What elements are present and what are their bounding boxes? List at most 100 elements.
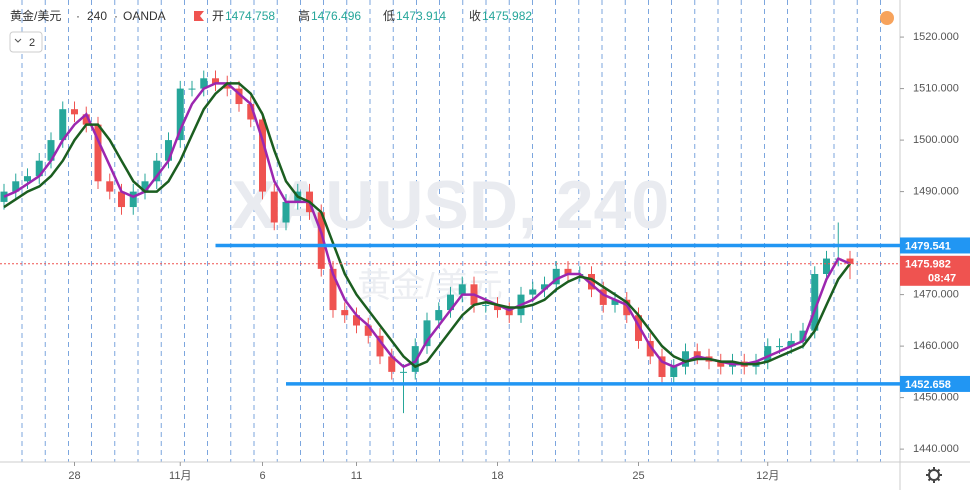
y-tick-label: 1490.000 xyxy=(913,186,959,198)
y-tick-label: 1460.000 xyxy=(913,340,959,352)
candle-body xyxy=(176,88,184,141)
candle-body xyxy=(623,299,631,316)
candle-body xyxy=(635,315,642,341)
candle-body xyxy=(129,191,137,208)
candle-body xyxy=(447,294,454,311)
candle-body xyxy=(658,356,666,378)
high-label: 高 xyxy=(298,8,310,23)
candle-body xyxy=(329,268,337,311)
candle-body xyxy=(529,289,537,295)
x-tick-label: 11 xyxy=(351,470,362,482)
candle-body xyxy=(564,268,572,275)
candle-body xyxy=(505,310,513,316)
candle-body xyxy=(494,304,501,311)
y-tick-label: 1450.000 xyxy=(913,392,959,404)
candle-body xyxy=(0,191,8,202)
candle-body xyxy=(47,140,55,161)
separator: · xyxy=(114,9,118,23)
candle-body xyxy=(364,325,372,336)
indicator-button[interactable] xyxy=(9,31,43,53)
candle-body xyxy=(670,366,678,378)
candle-body xyxy=(235,88,243,105)
interval: 240 xyxy=(87,9,107,23)
indicator-count: 2 xyxy=(29,37,35,49)
candle-body xyxy=(823,258,830,275)
candle-body xyxy=(411,346,419,372)
high-value: 1476.496 xyxy=(311,9,361,23)
candle-body xyxy=(611,299,619,305)
flag-icon[interactable] xyxy=(194,11,204,21)
candle-body xyxy=(423,320,431,347)
candle-body xyxy=(153,160,161,182)
y-tick-label: 1510.000 xyxy=(913,82,959,94)
candle-body xyxy=(118,191,125,208)
candle-body xyxy=(599,289,607,305)
x-tick-label: 25 xyxy=(632,470,644,482)
chevron xyxy=(14,38,22,43)
x-tick-label: 12月 xyxy=(756,470,779,482)
x-tick-label: 28 xyxy=(68,470,80,482)
x-tick-label: 11月 xyxy=(169,470,191,482)
candle-body xyxy=(270,191,278,223)
candle-body xyxy=(400,371,407,373)
plot-background xyxy=(21,0,881,462)
candle-body xyxy=(165,140,172,161)
countdown: 08:47 xyxy=(928,273,956,285)
candle-body xyxy=(94,124,102,182)
candle-body xyxy=(200,78,208,89)
candle-body xyxy=(188,88,196,90)
gear-teeth xyxy=(926,467,942,483)
candle-body xyxy=(717,361,725,367)
level-price-tag xyxy=(900,375,970,392)
watermark-sub: 黄金/美元 xyxy=(357,267,502,305)
candle-body xyxy=(282,201,290,223)
candle-body xyxy=(35,160,43,177)
alert-icon[interactable] xyxy=(880,11,894,25)
candle-body xyxy=(376,335,384,357)
candle-body xyxy=(764,346,772,362)
candle-body xyxy=(787,340,795,347)
open-label: 开 xyxy=(212,9,224,23)
candle-body xyxy=(776,346,783,348)
candle-body xyxy=(552,268,560,285)
low-value: 1473.914 xyxy=(396,9,446,23)
level-price-label: 1479.541 xyxy=(905,240,951,252)
candle-body xyxy=(141,181,149,192)
candle-body xyxy=(212,78,219,84)
close-label: 收 xyxy=(469,9,481,23)
y-tick-label: 1500.000 xyxy=(913,134,959,146)
candle-body xyxy=(811,274,819,331)
close-value: 1475.982 xyxy=(482,9,532,23)
settings-icon[interactable] xyxy=(926,467,942,483)
low-label: 低 xyxy=(383,9,395,23)
moving-average xyxy=(3,82,851,369)
candle-body xyxy=(12,181,20,192)
x-tick-label: 6 xyxy=(259,470,265,482)
candle-body xyxy=(223,83,231,89)
symbol: 黄金/美元 xyxy=(10,8,61,23)
y-tick-label: 1470.000 xyxy=(913,289,959,301)
candle-body xyxy=(799,330,807,341)
candle-body xyxy=(646,340,654,357)
candle-body xyxy=(247,104,255,120)
header: 黄金/美元 · 240 · OANDA 开 1474.758 高 1476.49… xyxy=(10,8,532,23)
candle-body xyxy=(341,310,349,316)
watermark: XAUUSD, 240 xyxy=(231,167,669,243)
candle-body xyxy=(317,212,325,269)
candle-body xyxy=(59,109,67,141)
candle-body xyxy=(693,351,701,357)
y-tick-label: 1520.000 xyxy=(913,31,959,43)
candle-body xyxy=(682,351,689,367)
candle-body xyxy=(458,284,466,295)
indicator-toggle[interactable]: 2 xyxy=(9,31,43,53)
candle-body xyxy=(24,176,31,182)
candle-body xyxy=(82,114,90,125)
y-tick-label: 1440.000 xyxy=(913,443,959,455)
candle-body xyxy=(541,284,548,290)
candle-body xyxy=(388,356,396,372)
candle-body xyxy=(435,310,443,321)
source: OANDA xyxy=(123,9,166,23)
candle-body xyxy=(482,304,490,306)
candle-body xyxy=(353,315,360,326)
